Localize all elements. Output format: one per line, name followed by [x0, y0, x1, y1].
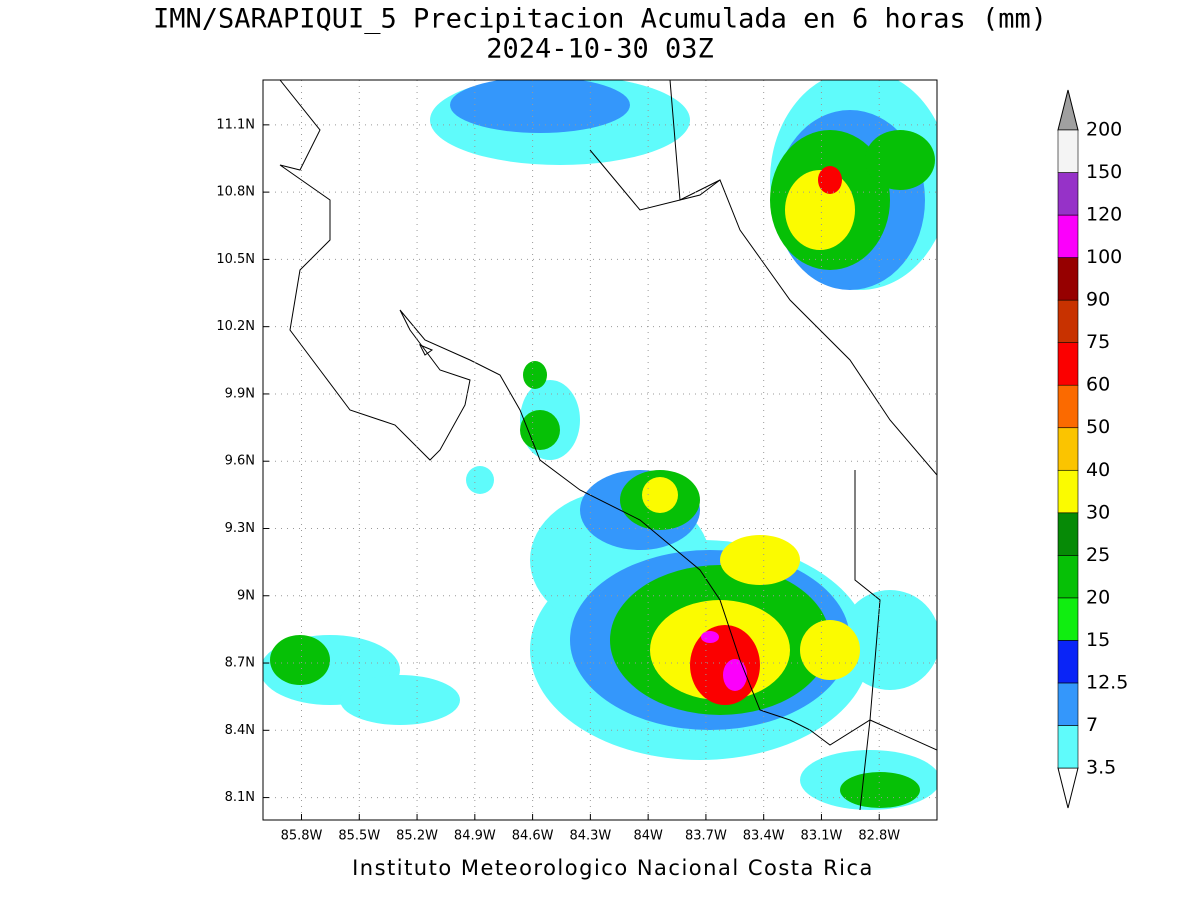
colorbar-label: 7 — [1086, 714, 1098, 736]
y-tick-label: 9.6N — [225, 454, 255, 469]
y-tick-label: 8.7N — [225, 656, 255, 671]
colorbar-label: 100 — [1086, 246, 1122, 268]
colorbar-segment — [1057, 342, 1079, 386]
x-tick-label: 85.2W — [396, 829, 438, 844]
colorbar-segment — [1057, 512, 1079, 556]
colorbar-segment — [1057, 172, 1079, 216]
y-tick-label: 9.9N — [225, 386, 255, 401]
colorbar-segment — [1057, 597, 1079, 641]
colorbar-segment — [1057, 214, 1079, 258]
y-tick-label: 10.8N — [216, 185, 255, 200]
y-tick-label: 8.1N — [225, 790, 255, 805]
y-tick-label: 10.2N — [216, 319, 255, 334]
colorbar-label: 12.5 — [1086, 671, 1128, 693]
colorbar-label: 75 — [1086, 331, 1110, 353]
x-tick-label: 84W — [633, 829, 663, 844]
x-tick-label: 85.5W — [338, 829, 380, 844]
colorbar-segment — [1057, 555, 1079, 599]
y-tick-label: 10.5N — [216, 252, 255, 267]
x-tick-label: 83.1W — [801, 829, 843, 844]
colorbar-label: 50 — [1086, 416, 1110, 438]
colorbar-label: 200 — [1086, 119, 1122, 141]
y-tick-label: 11.1N — [216, 117, 255, 132]
colorbar-segment — [1057, 682, 1079, 726]
colorbar-label: 3.5 — [1086, 757, 1116, 779]
title: IMN/SARAPIQUI_5 Precipitacion Acumulada … — [153, 4, 1047, 35]
colorbar-segment — [1057, 469, 1079, 514]
coastline — [279, 80, 937, 811]
x-tick-label: 84.3W — [569, 829, 611, 844]
colorbar-label: 90 — [1086, 289, 1110, 311]
colorbar-segment — [1057, 129, 1079, 173]
x-tick-label: 84.9W — [454, 829, 496, 844]
colorbar-label: 20 — [1086, 586, 1110, 608]
x-tick-label: 83.4W — [743, 829, 785, 844]
colorbar-label: 120 — [1086, 204, 1122, 226]
colorbar-label: 40 — [1086, 459, 1110, 481]
map-frame — [262, 79, 938, 821]
colorbar-segment — [1057, 427, 1079, 471]
colorbar-label: 150 — [1086, 161, 1122, 183]
colorbar-label: 60 — [1086, 374, 1110, 396]
x-tick-label: 83.7W — [685, 829, 727, 844]
colorbar-under — [1057, 767, 1079, 809]
subtitle: 2024-10-30 03Z — [486, 34, 714, 65]
colorbar-label: 15 — [1086, 629, 1110, 651]
x-tick-label: 82.8W — [858, 829, 900, 844]
colorbar-segment — [1057, 257, 1079, 301]
x-tick-label: 84.6W — [512, 829, 554, 844]
colorbar-label: 25 — [1086, 544, 1110, 566]
y-tick-label: 9N — [237, 588, 255, 603]
colorbar-label: 30 — [1086, 501, 1110, 523]
x-tick-label: 85.8W — [281, 829, 323, 844]
colorbar-segment — [1057, 299, 1079, 343]
y-tick-label: 8.4N — [225, 723, 255, 738]
precipitation-field — [263, 80, 937, 810]
colorbar-over — [1057, 89, 1079, 131]
footer: Instituto Meteorologico Nacional Costa R… — [352, 856, 874, 880]
colorbar-segment — [1057, 640, 1079, 684]
colorbar-segment — [1057, 384, 1079, 429]
y-tick-label: 9.3N — [225, 521, 255, 536]
colorbar-segment — [1057, 725, 1079, 769]
